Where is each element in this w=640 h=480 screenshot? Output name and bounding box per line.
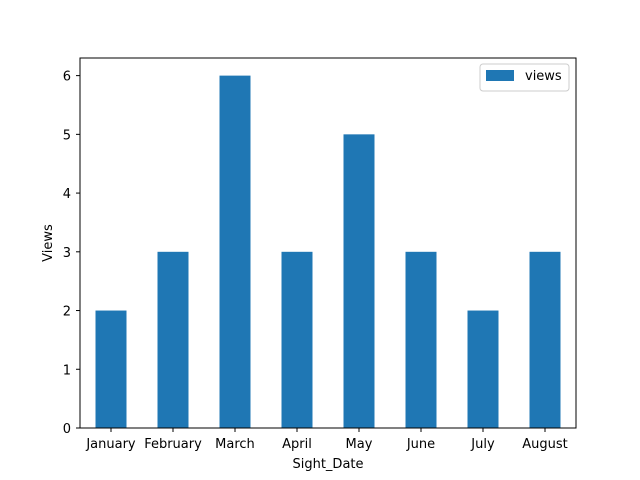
x-tick-label: July: [470, 437, 495, 452]
bar-march: [219, 75, 251, 429]
x-tick-label: February: [144, 437, 202, 452]
bars-group: [95, 75, 561, 429]
x-tick-label: March: [215, 437, 255, 452]
bar-february: [157, 251, 189, 428]
x-axis-title: Sight_Date: [292, 457, 363, 472]
bar-april: [281, 251, 313, 428]
y-tick-label: 2: [63, 305, 71, 320]
y-tick-label: 6: [63, 70, 71, 85]
plot-area: [80, 58, 576, 428]
y-tick-label: 4: [63, 187, 71, 202]
x-tick-label: May: [346, 437, 373, 452]
x-tick-label: June: [406, 437, 435, 452]
y-axis-ticks: 0 1 2 3 4 5 6: [63, 70, 80, 437]
y-tick-label: 0: [63, 422, 71, 437]
y-tick-label: 5: [63, 128, 71, 143]
bar-august: [529, 251, 561, 428]
plot-frame: [79, 57, 577, 429]
bar-june: [405, 251, 437, 428]
x-axis-ticks: January February March April May June July Augu…: [85, 428, 568, 452]
x-tick-label: April: [282, 437, 312, 452]
x-tick-label: January: [85, 437, 136, 452]
legend: views: [479, 63, 570, 92]
y-tick-label: 1: [63, 363, 71, 378]
legend-label: views: [525, 69, 562, 84]
bar-july: [467, 310, 499, 428]
legend-swatch: [486, 70, 514, 81]
bar-may: [343, 134, 375, 428]
y-tick-label: 3: [63, 246, 71, 261]
x-tick-label: August: [522, 437, 568, 452]
y-axis-title: Views: [41, 224, 56, 262]
bar-january: [95, 310, 127, 428]
